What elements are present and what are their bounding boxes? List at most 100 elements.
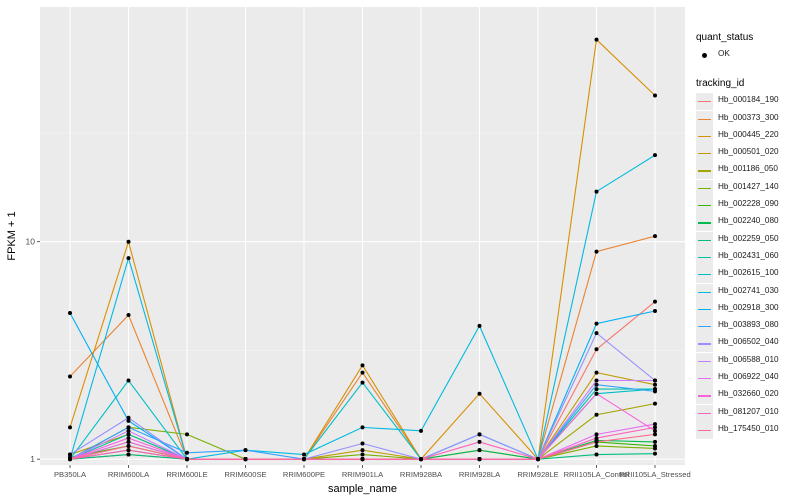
data-point (477, 432, 482, 437)
legend-series-item: Hb_002615_100 (696, 266, 796, 284)
x-tick-label: RRIM901LA (342, 470, 384, 479)
legend-key (696, 370, 713, 388)
legend-line-icon (698, 378, 711, 380)
data-point (594, 443, 599, 448)
legend-line-icon (698, 187, 711, 189)
data-point (360, 370, 365, 375)
legend-series-item: Hb_003893_080 (696, 318, 796, 336)
data-point (477, 439, 482, 444)
data-point (653, 93, 657, 98)
data-point (126, 443, 131, 448)
data-point (653, 389, 657, 394)
x-axis-title: sample_name (328, 483, 397, 495)
x-tick-label: RRIM928LA (459, 470, 501, 479)
legend-key (696, 283, 713, 301)
legend-line-icon (698, 308, 711, 311)
legend-label: Hb_001186_050 (718, 164, 778, 174)
data-point (126, 436, 131, 441)
legend-label: Hb_175450_010 (718, 423, 779, 433)
data-point (594, 370, 599, 375)
legend-line-icon (698, 205, 711, 207)
data-point (68, 457, 72, 462)
legend-line-icon (698, 360, 711, 362)
data-point (360, 457, 365, 462)
data-point (185, 457, 189, 462)
legend-series-item: Hb_000501_020 (696, 145, 796, 163)
data-point (653, 432, 657, 437)
legend-series-title: tracking_id (696, 78, 745, 90)
legend-series-item: Hb_175450_010 (696, 421, 796, 439)
data-point (126, 415, 131, 420)
x-tick-label: RRIM600LA (108, 470, 150, 479)
data-point (126, 425, 131, 430)
legend-label: Hb_000501_020 (718, 147, 779, 157)
legend: quant_status OK tracking_id Hb_000184_19… (696, 32, 796, 439)
legend-key (696, 335, 713, 353)
legend-key (696, 248, 713, 266)
data-point (594, 439, 599, 444)
axes: 1 10 PB350LA RRIM600LA RRIM600LE RRIM600SE RRI… (26, 237, 691, 479)
legend-label: Hb_032660_020 (718, 389, 779, 399)
legend-label: Hb_002431_060 (718, 250, 779, 260)
data-point (126, 428, 131, 433)
y-axis-title: FPKM + 1 (6, 211, 18, 260)
data-point (68, 374, 72, 379)
legend-series-item: Hb_002431_060 (696, 248, 796, 266)
legend-key (696, 318, 713, 336)
legend-line-icon (698, 274, 711, 276)
data-point (653, 428, 657, 433)
legend-key (696, 145, 713, 163)
legend-label: Hb_002918_300 (718, 302, 779, 312)
legend-line-icon (698, 291, 711, 293)
data-point (653, 382, 657, 387)
data-point (68, 425, 72, 430)
legend-key (696, 300, 713, 318)
data-point (653, 378, 657, 383)
data-point (126, 313, 131, 318)
legend-dot-icon (702, 53, 707, 58)
data-point (360, 452, 365, 457)
legend-series-item: Hb_001427_140 (696, 179, 796, 197)
data-point (594, 189, 599, 194)
data-point (419, 428, 423, 433)
data-point (653, 309, 657, 314)
legend-series-item: Hb_006502_040 (696, 335, 796, 353)
data-point (653, 443, 657, 448)
data-point (653, 234, 657, 239)
legend-series-items: Hb_000184_190 Hb_000373_300 Hb_000445_220 H… (696, 93, 796, 439)
legend-line-icon (698, 153, 711, 155)
x-tick-label: RRII105LA_Control (564, 470, 630, 479)
legend-key (696, 162, 713, 180)
data-point (477, 448, 482, 453)
data-point (594, 436, 599, 441)
y-tick-label: 10 (26, 237, 36, 247)
legend-quant-items: OK (696, 47, 796, 64)
data-point (594, 37, 599, 42)
data-point (594, 452, 599, 457)
data-point (653, 153, 657, 158)
legend-label: Hb_002228_090 (718, 199, 779, 209)
data-point (360, 425, 365, 430)
data-point (594, 249, 599, 254)
legend-label: Hb_001427_140 (718, 181, 779, 191)
legend-line-icon (698, 412, 711, 414)
legend-key (696, 179, 713, 197)
y-tick-label: 1 (30, 454, 35, 464)
legend-key (696, 421, 713, 439)
legend-line-icon (698, 170, 711, 172)
legend-key (696, 197, 713, 215)
legend-label: Hb_002240_080 (718, 216, 779, 226)
legend-series-item: Hb_002741_030 (696, 283, 796, 301)
data-point (594, 347, 599, 352)
legend-series-item: Hb_000184_190 (696, 93, 796, 111)
legend-line-icon (698, 326, 711, 328)
legend-label: Hb_000184_190 (718, 95, 779, 105)
legend-key (696, 266, 713, 284)
legend-label: Hb_081207_010 (718, 406, 779, 416)
data-point (126, 256, 131, 261)
data-point (653, 439, 657, 444)
data-point (126, 239, 131, 244)
x-tick-label: RRII105LA_Stressed (619, 470, 690, 479)
data-point (594, 378, 599, 383)
legend-line-icon (698, 101, 711, 103)
